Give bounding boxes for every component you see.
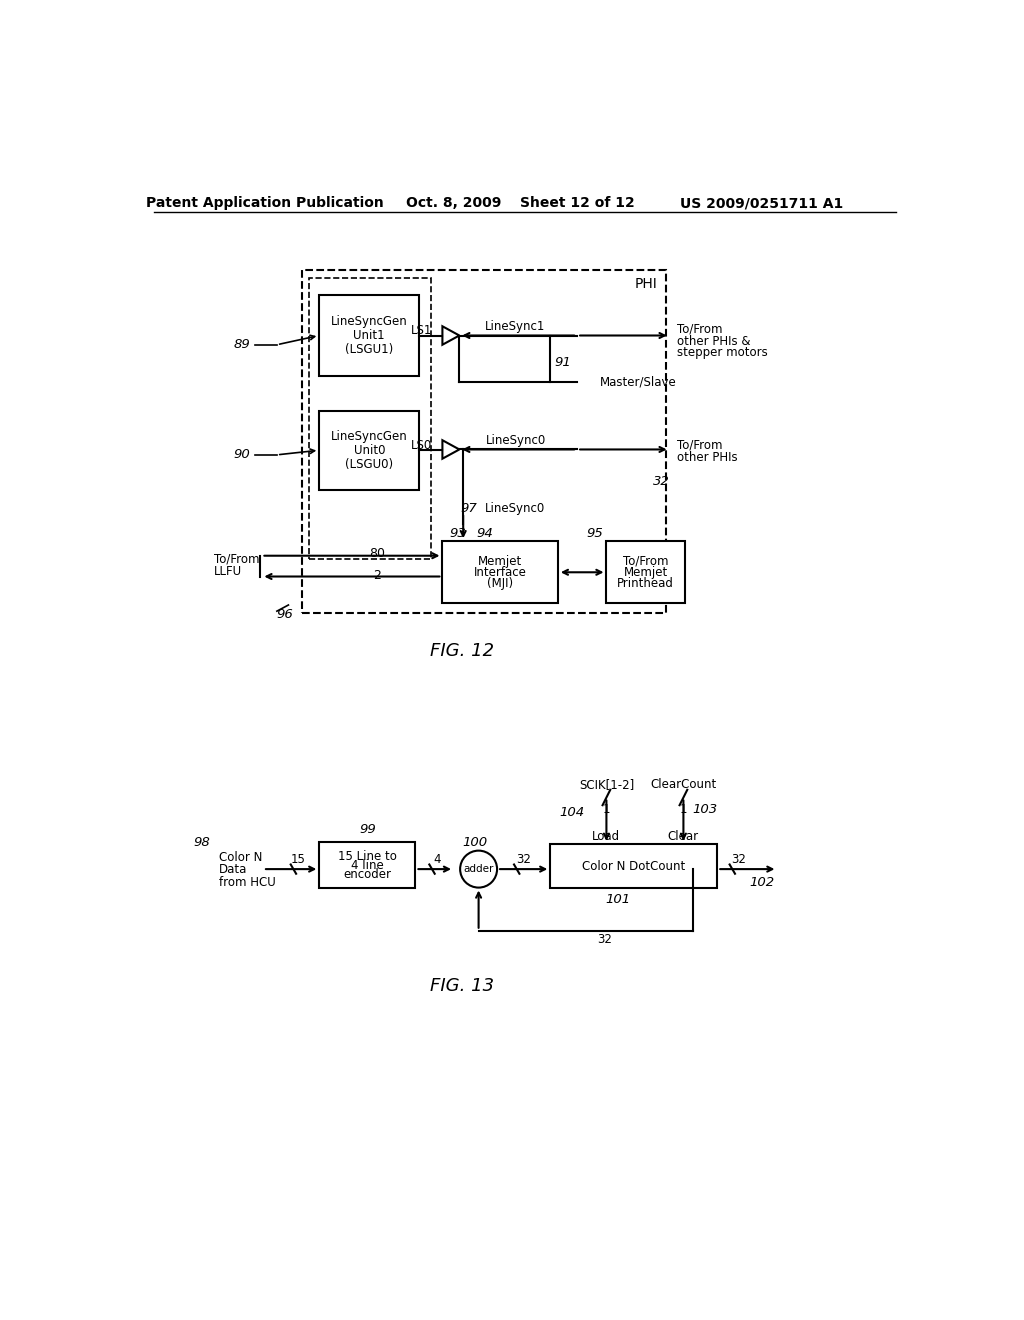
Text: other PHIs &: other PHIs & [677, 335, 751, 348]
Text: LineSync0: LineSync0 [485, 434, 546, 446]
Text: 4 line: 4 line [351, 859, 384, 871]
Text: 32: 32 [597, 933, 611, 946]
Text: To/From: To/From [623, 554, 669, 568]
Text: Data: Data [219, 863, 248, 876]
Text: 95: 95 [587, 527, 603, 540]
Text: 93: 93 [450, 527, 466, 540]
Text: SCIK[1-2]: SCIK[1-2] [579, 777, 634, 791]
Text: 15: 15 [291, 853, 306, 866]
Text: 96: 96 [276, 607, 293, 620]
Text: Oct. 8, 2009: Oct. 8, 2009 [407, 197, 502, 210]
Bar [301, 271, 666, 612]
Text: 104: 104 [559, 807, 585, 820]
Text: Patent Application Publication: Patent Application Publication [146, 197, 384, 210]
Text: stepper motors: stepper motors [677, 346, 768, 359]
Text: To/From: To/From [677, 438, 723, 451]
Text: Unit1: Unit1 [353, 329, 385, 342]
Text: 101: 101 [606, 892, 631, 906]
Text: Color N DotCount: Color N DotCount [582, 859, 685, 873]
Text: ClearCount: ClearCount [650, 777, 717, 791]
Text: 32: 32 [652, 475, 670, 488]
Text: FIG. 13: FIG. 13 [430, 977, 494, 995]
Text: 80: 80 [369, 546, 385, 560]
Text: encoder: encoder [343, 869, 391, 880]
Text: adder: adder [464, 865, 494, 874]
Text: 94: 94 [476, 527, 494, 540]
Text: 4: 4 [433, 853, 440, 866]
Text: Interface: Interface [474, 566, 526, 578]
Text: To/From: To/From [677, 323, 723, 335]
Text: LineSyncGen: LineSyncGen [331, 315, 408, 329]
Bar [319, 842, 416, 888]
Text: 2: 2 [373, 569, 381, 582]
Text: LS0: LS0 [412, 440, 432, 453]
Bar [550, 843, 717, 888]
Text: 90: 90 [233, 449, 250, 462]
Text: LineSync1: LineSync1 [485, 319, 546, 333]
Bar [606, 541, 685, 603]
Text: PHI: PHI [635, 277, 657, 290]
Text: Memjet: Memjet [624, 566, 668, 578]
Bar [319, 411, 419, 490]
Text: 15 Line to: 15 Line to [338, 850, 396, 862]
Text: 1: 1 [603, 804, 610, 816]
Text: LLFU: LLFU [214, 565, 242, 578]
Text: Sheet 12 of 12: Sheet 12 of 12 [520, 197, 635, 210]
Text: Unit0: Unit0 [353, 444, 385, 457]
Text: 32: 32 [731, 853, 746, 866]
Text: from HCU: from HCU [219, 875, 275, 888]
Text: (LSGU1): (LSGU1) [345, 343, 393, 356]
Text: To/From: To/From [214, 552, 259, 565]
Text: 99: 99 [359, 824, 376, 837]
Text: Load: Load [592, 829, 621, 842]
Text: LineSync0: LineSync0 [484, 502, 545, 515]
Text: 103: 103 [692, 804, 718, 816]
Text: Master/Slave: Master/Slave [600, 375, 677, 388]
Bar [309, 277, 431, 558]
Text: 100: 100 [462, 836, 487, 849]
Text: 89: 89 [233, 338, 250, 351]
Text: LS1: LS1 [411, 325, 432, 338]
Text: 1: 1 [680, 804, 687, 816]
Text: Printhead: Printhead [617, 577, 674, 590]
Text: 97: 97 [461, 502, 477, 515]
Text: US 2009/0251711 A1: US 2009/0251711 A1 [680, 197, 844, 210]
Text: 98: 98 [194, 836, 210, 849]
Bar [319, 296, 419, 376]
Text: 91: 91 [554, 356, 570, 370]
Text: 102: 102 [750, 876, 774, 890]
Text: (MJI): (MJI) [487, 577, 513, 590]
Text: Memjet: Memjet [478, 554, 522, 568]
Text: FIG. 12: FIG. 12 [430, 643, 494, 660]
Text: LineSyncGen: LineSyncGen [331, 430, 408, 444]
Text: Color N: Color N [219, 851, 262, 865]
Text: other PHIs: other PHIs [677, 450, 738, 463]
Text: (LSGU0): (LSGU0) [345, 458, 393, 471]
Text: 32: 32 [516, 853, 530, 866]
Bar [442, 541, 558, 603]
Text: Clear: Clear [668, 829, 699, 842]
